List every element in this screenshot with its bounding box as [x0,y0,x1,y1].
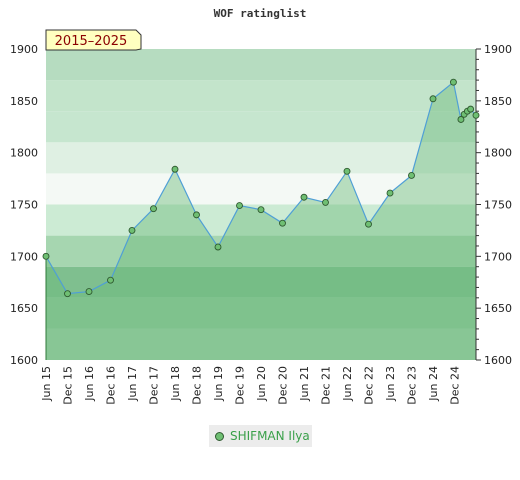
x-tick-label: Dec 17 [148,366,161,405]
x-tick-label: Dec 15 [62,366,75,405]
y-axis-left: 1600 1650 1700 1750 1800 1850 1900 [10,43,38,367]
x-tick-label: Jun 16 [83,366,96,402]
x-tick-label: Jun 24 [427,366,440,402]
data-point [279,219,286,227]
period-badge-label: 2015–2025 [55,34,128,49]
y-tick-label: 1900 [10,43,38,56]
x-tick-label: Jun 17 [126,366,139,402]
x-tick-label: Jun 22 [341,366,354,402]
data-point [193,211,200,219]
x-tick-label: Dec 20 [277,366,290,405]
plot-background [46,49,476,360]
plot-band [46,235,476,267]
x-tick-label: Dec 16 [105,366,118,405]
y-tick-label: 1750 [10,199,38,212]
y-tick-label-right: 1650 [484,302,512,315]
y-tick-label: 1700 [10,250,38,263]
x-tick-label: Jun 20 [255,366,268,402]
x-tick-label: Dec 18 [191,366,204,405]
data-point [365,220,372,228]
data-point [300,193,308,201]
data-point [64,290,71,298]
y-axis-right: 1600 1650 1700 1750 1800 1850 1900 [475,43,512,367]
x-tick-label: Jun 18 [169,366,182,402]
data-point [472,111,480,119]
x-tick-label: Jun 21 [298,366,311,402]
y-tick-label: 1800 [10,147,38,160]
data-point [386,189,394,197]
x-tick-label: Jun 19 [212,366,225,402]
data-point [128,226,136,234]
period-badge: 2015–2025 [45,29,142,51]
x-tick-label: Dec 21 [320,366,333,405]
legend-marker-icon [215,431,224,441]
x-tick-label: Jun 15 [40,366,53,402]
x-tick-label: Jun 23 [384,366,397,402]
x-tick-label: Dec 19 [234,366,247,405]
plot-band [46,80,476,112]
plot-band [46,111,476,143]
data-point [85,288,93,296]
data-point [171,165,179,173]
y-tick-label-right: 1850 [484,95,512,108]
data-point [107,276,114,284]
y-tick-label-right: 1600 [484,354,512,367]
y-tick-label-right: 1800 [484,147,512,160]
data-point [150,205,157,213]
data-point [42,252,50,260]
plot-band [46,297,476,329]
x-tick-label: Dec 24 [449,366,462,405]
data-point [322,198,329,206]
y-tick-label: 1600 [10,354,38,367]
plot-band [46,173,476,205]
series-area-fill [46,82,476,360]
plot-band [46,328,476,360]
x-tick-label: Dec 22 [363,366,376,405]
y-tick-label: 1650 [10,302,38,315]
chart-title: WOF ratinglist [214,7,307,20]
y-tick-label-right: 1700 [484,250,512,263]
legend-label: SHIFMAN Ilya [230,429,310,443]
y-tick-label-right: 1750 [484,199,512,212]
legend: SHIFMAN Ilya [209,425,312,447]
data-point [467,105,475,113]
data-point [236,202,243,209]
data-point [343,167,351,175]
data-point [457,116,465,123]
x-tick-label: Dec 23 [406,366,419,405]
data-point [449,78,457,86]
data-point [214,243,222,251]
plot-band [46,266,476,298]
data-point [257,206,265,214]
series-markers [42,78,480,298]
plot-band [46,49,476,81]
data-point [429,95,437,103]
y-tick-label-right: 1900 [484,43,512,56]
data-point [408,172,415,179]
x-axis: Jun 15 Dec 15 Jun 16 Dec 16 Jun 17 Dec 17 Jun … [40,366,462,405]
plot-band [46,142,476,174]
y-tick-label: 1850 [10,95,38,108]
